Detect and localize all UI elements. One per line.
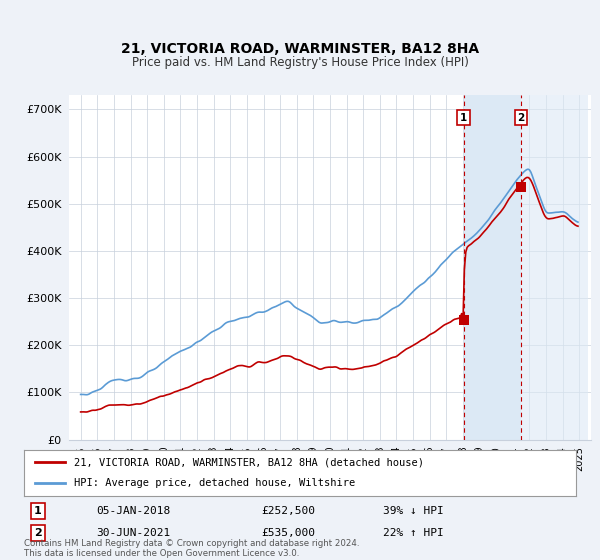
Text: Price paid vs. HM Land Registry's House Price Index (HPI): Price paid vs. HM Land Registry's House … <box>131 56 469 69</box>
Text: 2: 2 <box>518 113 525 123</box>
Text: 05-JAN-2018: 05-JAN-2018 <box>96 506 170 516</box>
Text: 21, VICTORIA ROAD, WARMINSTER, BA12 8HA (detached house): 21, VICTORIA ROAD, WARMINSTER, BA12 8HA … <box>74 457 424 467</box>
Text: 22% ↑ HPI: 22% ↑ HPI <box>383 528 443 538</box>
Text: 2: 2 <box>34 528 41 538</box>
Text: 39% ↓ HPI: 39% ↓ HPI <box>383 506 443 516</box>
Text: 21, VICTORIA ROAD, WARMINSTER, BA12 8HA: 21, VICTORIA ROAD, WARMINSTER, BA12 8HA <box>121 42 479 56</box>
Bar <box>521 95 587 440</box>
Bar <box>464 95 521 440</box>
Text: Contains HM Land Registry data © Crown copyright and database right 2024.
This d: Contains HM Land Registry data © Crown c… <box>24 539 359 558</box>
Text: 1: 1 <box>460 113 467 123</box>
Text: 1: 1 <box>34 506 41 516</box>
Text: £535,000: £535,000 <box>262 528 316 538</box>
Text: 30-JUN-2021: 30-JUN-2021 <box>96 528 170 538</box>
Text: HPI: Average price, detached house, Wiltshire: HPI: Average price, detached house, Wilt… <box>74 478 355 488</box>
Text: £252,500: £252,500 <box>262 506 316 516</box>
